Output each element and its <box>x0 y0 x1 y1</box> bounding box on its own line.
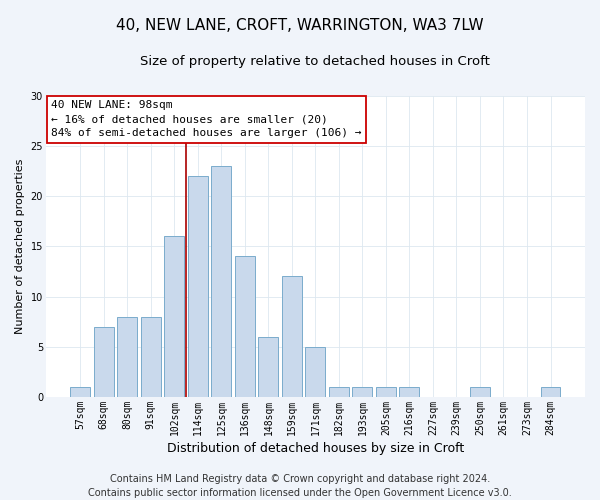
X-axis label: Distribution of detached houses by size in Croft: Distribution of detached houses by size … <box>167 442 464 455</box>
Bar <box>118 316 137 397</box>
Bar <box>259 336 278 397</box>
Y-axis label: Number of detached properties: Number of detached properties <box>15 158 25 334</box>
Text: Contains HM Land Registry data © Crown copyright and database right 2024.
Contai: Contains HM Land Registry data © Crown c… <box>88 474 512 498</box>
Bar <box>211 166 232 397</box>
Bar <box>329 387 349 397</box>
Title: Size of property relative to detached houses in Croft: Size of property relative to detached ho… <box>140 55 490 68</box>
Bar <box>164 236 184 397</box>
Bar <box>400 387 419 397</box>
Bar <box>141 316 161 397</box>
Bar <box>305 347 325 397</box>
Bar <box>188 176 208 397</box>
Bar <box>235 256 255 397</box>
Text: 40, NEW LANE, CROFT, WARRINGTON, WA3 7LW: 40, NEW LANE, CROFT, WARRINGTON, WA3 7LW <box>116 18 484 32</box>
Text: 40 NEW LANE: 98sqm
← 16% of detached houses are smaller (20)
84% of semi-detache: 40 NEW LANE: 98sqm ← 16% of detached hou… <box>51 100 362 138</box>
Bar <box>70 387 91 397</box>
Bar <box>282 276 302 397</box>
Bar <box>352 387 373 397</box>
Bar <box>541 387 560 397</box>
Bar <box>470 387 490 397</box>
Bar <box>94 326 114 397</box>
Bar <box>376 387 396 397</box>
